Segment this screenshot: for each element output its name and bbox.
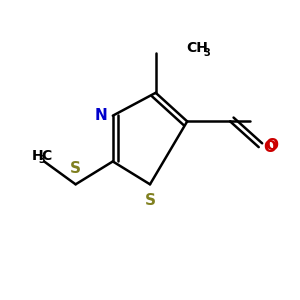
Text: N: N <box>95 108 108 123</box>
Text: 3: 3 <box>38 155 45 165</box>
Text: C: C <box>41 149 52 163</box>
Text: S: S <box>70 161 81 176</box>
Text: S: S <box>145 193 155 208</box>
Text: O: O <box>264 140 277 154</box>
Text: H: H <box>31 149 43 163</box>
Text: CH: CH <box>186 41 208 56</box>
Text: 3: 3 <box>203 48 210 58</box>
Text: O: O <box>265 138 278 153</box>
